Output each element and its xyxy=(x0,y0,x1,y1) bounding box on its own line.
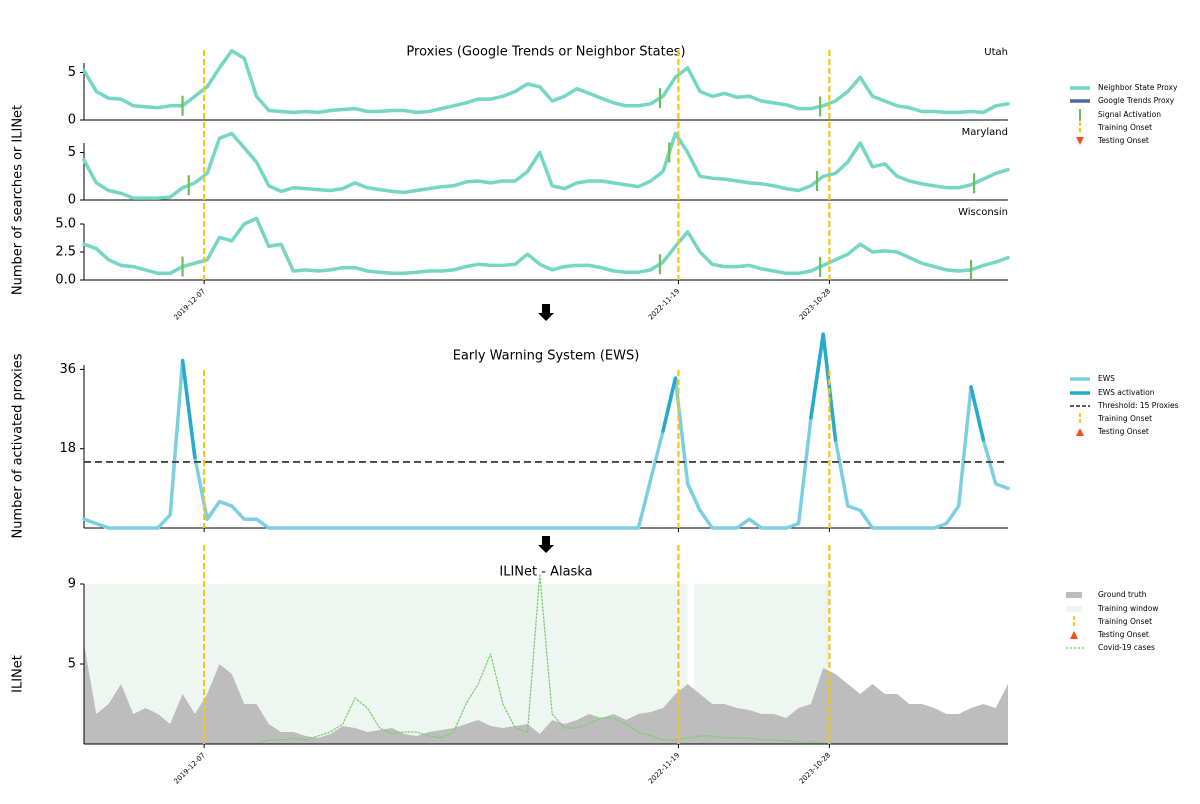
y-tick-label: 0 xyxy=(68,193,76,208)
legend-label: Testing Onset xyxy=(1097,136,1149,145)
legend-label: Covid-19 cases xyxy=(1098,643,1155,652)
proxy-line xyxy=(82,216,1010,276)
chart-title: Early Warning System (EWS) xyxy=(453,349,640,364)
arrow-head xyxy=(538,545,554,553)
legend-label: Google Trends Proxy xyxy=(1098,96,1175,105)
ews-activation-line xyxy=(809,332,838,442)
panel-label: Utah xyxy=(984,47,1008,58)
chart-title: Proxies (Google Trends or Neighbor State… xyxy=(406,45,685,60)
y-tick-label: 5 xyxy=(68,145,76,160)
arrow-head xyxy=(538,313,554,321)
y-tick-label: 0 xyxy=(68,113,76,128)
y-axis-label: Number of searches or ILINet xyxy=(11,105,26,295)
y-tick-label: 5 xyxy=(68,65,76,80)
y-tick-label: 5 xyxy=(68,657,76,672)
y-tick-label: 0.0 xyxy=(55,273,76,288)
y-tick-label: 9 xyxy=(68,577,76,592)
legend-swatch xyxy=(1070,631,1078,639)
legend-label: EWS activation xyxy=(1098,388,1155,397)
flow-arrow xyxy=(538,536,554,553)
legend-swatch xyxy=(1076,137,1084,145)
legend-label: Testing Onset xyxy=(1097,630,1149,639)
ews-activation-line xyxy=(180,358,197,460)
legend-label: Threshold: 15 Proxies xyxy=(1097,401,1179,410)
legend-label: Training Onset xyxy=(1097,414,1152,423)
arrow-shaft xyxy=(542,536,550,545)
legend-label: Training Onset xyxy=(1097,617,1152,626)
legend-label: EWS xyxy=(1098,374,1115,383)
legend-label: Training window xyxy=(1097,604,1158,613)
panel-label: Maryland xyxy=(962,127,1008,138)
proxy-line xyxy=(82,131,1010,200)
chart-title: ILINet - Alaska xyxy=(499,565,592,580)
ews-line xyxy=(82,332,1010,530)
legend-label: Neighbor State Proxy xyxy=(1098,83,1178,92)
y-tick-label: 18 xyxy=(59,441,76,456)
y-tick-label: 2.5 xyxy=(55,245,76,260)
legend-label: Testing Onset xyxy=(1097,427,1149,436)
y-axis-label: ILINet xyxy=(11,655,26,693)
legend-swatch xyxy=(1066,592,1082,598)
arrow-shaft xyxy=(542,304,550,313)
ews-activation-line xyxy=(661,376,678,433)
flow-arrow xyxy=(538,304,554,321)
legend-label: Ground truth xyxy=(1098,590,1147,599)
legend-swatch xyxy=(1066,606,1082,612)
covid-line xyxy=(255,573,824,745)
panel-label: Wisconsin xyxy=(958,207,1008,218)
proxy-line xyxy=(82,48,1010,115)
legend-swatch xyxy=(1076,428,1084,436)
ground-truth-area xyxy=(84,644,1008,744)
legend-label: Training Onset xyxy=(1097,123,1152,132)
y-tick-label: 36 xyxy=(59,362,76,377)
ews-activation-line xyxy=(969,385,986,442)
y-tick-label: 5.0 xyxy=(55,217,76,232)
legend-label: Signal Activation xyxy=(1098,110,1161,119)
y-axis-label: Number of activated proxies xyxy=(11,353,26,538)
